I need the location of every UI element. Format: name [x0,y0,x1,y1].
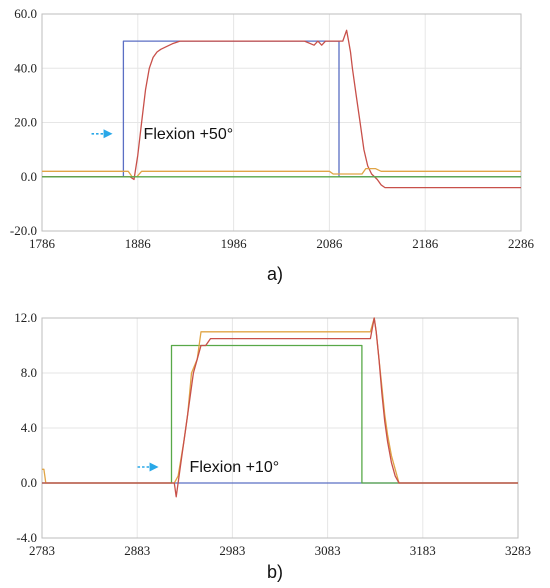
chart-a-x-tick-label: 2186 [412,236,439,251]
chart-b-annotation-arrow-icon [137,462,159,472]
chart-a-x-tick-label: 2286 [508,236,535,251]
chart-b-x-tick-label: 2883 [124,543,150,558]
chart-b-series-line-1 [42,344,518,484]
chart-b-y-tick-label: 8.0 [21,365,37,380]
chart-b-x-tick-label: 2783 [29,543,55,558]
chart-a-x-tick-label: 1986 [221,236,248,251]
chart-a: 1786 1886 1986 2086 2186 2286 -20.0 0.0 20.0 40.0… [10,6,535,284]
chart-a-plot-frame [41,13,522,232]
chart-b-series-line-3 [42,317,518,498]
chart-b-x-tick-label: 3183 [410,543,436,558]
chart-b-annotation-text: Flexion +10° [190,459,280,476]
chart-a-x-tick-label: 1786 [29,236,56,251]
chart-b-y-tick-label: 0.0 [21,475,37,490]
chart-b-x-tick-label: 2983 [219,543,245,558]
chart-a-y-tick-label: 20.0 [14,115,37,130]
chart-a-x-tick-label: 2086 [316,236,343,251]
chart-b-y-tick-label: 12.0 [14,310,37,325]
chart-a-series-line-2 [42,167,521,178]
chart-a-y-tick-label: 60.0 [14,6,37,21]
chart-b-series-line-2 [42,317,518,484]
chart-a-series-line-0 [42,40,521,178]
chart-a-annotation-arrow-icon [91,129,113,139]
chart-b: 2783 2883 2983 3083 3183 3283 -4.0 0.0 4.0 8.0 12.… [14,310,531,582]
chart-a-series-line-1 [42,29,521,189]
chart-a-y-tick-label: -20.0 [10,223,37,238]
chart-a-caption: a) [267,264,283,284]
chart-b-y-tick-label: 4.0 [21,420,37,435]
chart-a-y-tick-label: 40.0 [14,60,37,75]
chart-b-x-tick-label: 3283 [505,543,531,558]
chart-b-y-tick-label: -4.0 [16,530,37,545]
chart-b-plot-frame [41,317,519,539]
chart-b-x-tick-label: 3083 [315,543,341,558]
chart-a-annotation-text: Flexion +50° [144,126,234,143]
chart-b-caption: b) [267,562,283,582]
chart-a-y-tick-label: 0.0 [21,169,37,184]
chart-a-x-tick-label: 1886 [125,236,152,251]
